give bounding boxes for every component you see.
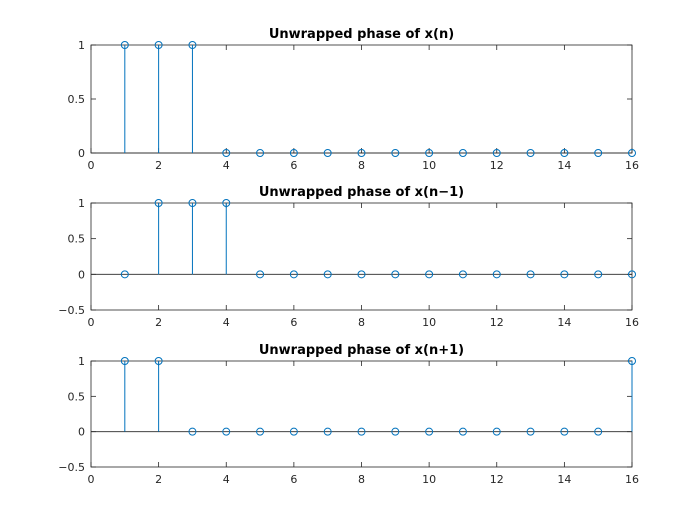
stem-marker [425,427,434,436]
stem-marker [526,270,535,279]
y-tick-label: 0 [78,426,85,439]
stem-marker [323,427,332,436]
stem-marker [560,427,569,436]
x-tick-label: 8 [358,473,365,486]
x-tick-label: 8 [358,159,365,172]
stem-marker [188,41,197,49]
axes-frame [90,44,633,154]
stem-marker [154,41,163,49]
x-tick-label: 6 [290,159,297,172]
axes-frame [90,202,633,311]
x-tick-label: 14 [557,159,571,172]
stem-marker [492,149,501,157]
stem-marker [323,149,332,157]
subplot-2: Unwrapped phase of x(n−1)0 2 4 6 8 10 12 14 16−0… [58,185,639,329]
stem-marker [492,270,501,279]
y-tick-label: 0 [78,147,85,160]
stem-marker [458,270,467,279]
x-tick-label: 10 [422,473,436,486]
x-tick-label: 12 [490,316,504,329]
y-tick-label: −0.5 [58,461,85,474]
stem-marker [425,270,434,279]
subplot-title: Unwrapped phase of x(n−1) [259,185,464,200]
stem-marker [526,149,535,157]
x-tick-label: 12 [490,473,504,486]
x-tick-label: 2 [155,316,162,329]
stem-marker [425,149,434,157]
stem-marker [458,149,467,157]
subplot-1: Unwrapped phase of x(n) 0 2 4 6 8 10 12 14 16 0 0.5… [68,27,640,172]
stem-marker [120,357,129,365]
stem-marker [289,270,298,279]
x-tick-label: 12 [490,159,504,172]
x-tick-label: 10 [422,316,436,329]
x-tick-label: 4 [223,159,230,172]
stem-marker [154,199,163,207]
y-tick-label: 1 [78,197,85,210]
y-tick-label: 0.5 [68,390,86,403]
x-tick-label: 2 [155,473,162,486]
stem-marker [628,357,636,365]
x-tick-label: 0 [88,473,95,486]
stem-marker [222,427,231,436]
stem-marker [594,427,603,436]
stem-marker [391,149,400,157]
stem-marker [357,427,366,436]
subplot-title: Unwrapped phase of x(n) [269,27,454,42]
stem-marker [188,427,197,436]
stem-marker [391,427,400,436]
stem-marker [560,270,569,279]
x-tick-label: 16 [625,159,639,172]
x-tick-label: 14 [557,316,571,329]
stem-marker [391,270,400,279]
stem-marker [357,270,366,279]
y-tick-label: 0.5 [68,93,86,106]
stem-marker [323,270,332,279]
stem-marker [458,427,467,436]
stem-marker [154,357,163,365]
stem-marker [222,149,231,157]
y-tick-label: −0.5 [58,304,85,317]
stem-marker [256,427,265,436]
x-tick-label: 2 [155,159,162,172]
x-tick-label: 8 [358,316,365,329]
stem-marker [120,41,129,49]
x-tick-label: 0 [88,159,95,172]
subplot-3: Unwrapped phase of x(n+1)0 2 4 6 8 10 12 14 16−0… [58,343,639,486]
x-tick-label: 16 [625,473,639,486]
subplot-title: Unwrapped phase of x(n+1) [259,343,464,358]
x-tick-label: 6 [290,316,297,329]
x-tick-label: 4 [223,316,230,329]
stem-marker [594,270,603,279]
x-tick-label: 6 [290,473,297,486]
x-tick-label: 0 [88,316,95,329]
stem-marker [628,149,636,157]
stem-marker [222,199,231,207]
stem-marker [188,199,197,207]
stem-marker [526,427,535,436]
stem-marker [256,270,265,279]
x-tick-label: 14 [557,473,571,486]
stem-marker [120,270,129,279]
y-tick-label: 1 [78,355,85,368]
y-tick-label: 0 [78,268,85,281]
y-tick-label: 0.5 [68,233,86,246]
stem-marker [594,149,603,157]
x-tick-label: 10 [422,159,436,172]
stem-marker [357,149,366,157]
stem-marker [256,149,265,157]
stem-marker [560,149,569,157]
y-tick-label: 1 [78,39,85,52]
x-tick-label: 16 [625,316,639,329]
stem-marker [289,149,298,157]
stem-marker [628,270,636,279]
x-tick-label: 4 [223,473,230,486]
stem-marker [492,427,501,436]
stem-marker [289,427,298,436]
axes-frame [90,360,633,468]
